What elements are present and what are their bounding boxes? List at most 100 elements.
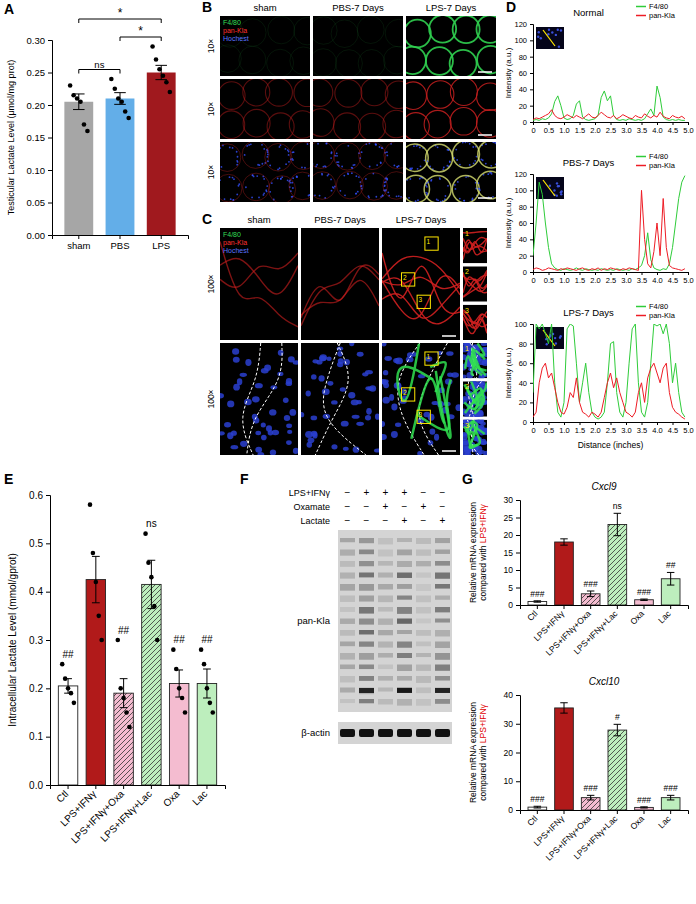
tick-label: 0.5	[544, 426, 554, 435]
data-point	[68, 83, 73, 88]
blot-band	[435, 729, 450, 737]
error-bar	[560, 703, 567, 713]
tick: 0.5	[29, 538, 50, 549]
bar	[661, 798, 680, 810]
blot	[338, 722, 452, 744]
data-point	[210, 710, 215, 715]
condition-sign: −	[421, 515, 427, 526]
data-point	[199, 647, 204, 652]
tick-label: Oxa	[628, 608, 646, 626]
tick-mark	[549, 272, 550, 275]
blot-band	[378, 596, 393, 603]
bar	[169, 684, 188, 786]
tick: 1.5	[575, 272, 585, 285]
tick-label: 10	[504, 776, 514, 786]
tick: LPS+IFNγ+Oxa	[544, 810, 593, 863]
bar-chart: 010203040CtlLPS+IFNγLPS+IFNγ+OxaLPS+IFNγ…	[468, 676, 689, 863]
tick-mark	[580, 422, 581, 425]
blot-band	[340, 596, 355, 602]
micrograph	[220, 343, 298, 455]
inset-box	[417, 295, 430, 308]
y-axis-line	[48, 41, 53, 236]
legend-label: F4/80	[649, 302, 668, 311]
tick-mark	[530, 239, 533, 240]
tick-label: 2.5	[606, 426, 616, 435]
significance-label: ##	[62, 649, 74, 660]
tick-label: 2.5	[606, 126, 616, 135]
tick: 1.0	[559, 272, 569, 285]
blot-band	[397, 619, 412, 624]
scale-bar	[478, 71, 492, 73]
data-point	[126, 116, 131, 121]
blot-band	[435, 676, 450, 681]
plot-area	[528, 703, 680, 810]
blot-band	[416, 550, 431, 556]
y-axis: 020406080100120	[514, 20, 533, 127]
blot-band	[416, 653, 431, 657]
significance-label: ###	[584, 783, 598, 793]
tick-label: 0	[508, 805, 513, 815]
bar	[635, 600, 654, 605]
tick-label: PBS	[110, 240, 129, 251]
tick-label: 20	[504, 748, 514, 758]
tick-label: 2.5	[606, 276, 616, 285]
data-point	[202, 662, 207, 667]
blot-band	[359, 642, 374, 647]
tick: sham	[67, 235, 90, 251]
tick-label: LPS+IFNγ+Oxa	[544, 813, 593, 862]
error-bar	[640, 807, 647, 808]
tick-mark	[537, 810, 538, 814]
legend-swatch	[636, 306, 646, 308]
scale-bar	[442, 335, 456, 337]
blot-band	[340, 699, 355, 703]
tick-mark	[120, 235, 121, 239]
tick: Ctl	[525, 810, 539, 828]
tick: 0.6	[29, 490, 50, 501]
blot-band	[340, 573, 355, 579]
tick-label: 1.0	[559, 126, 569, 135]
tick-mark	[530, 383, 533, 384]
blot-band	[359, 596, 374, 602]
blot-band	[435, 688, 450, 693]
tick-mark	[590, 810, 591, 814]
tick: 10	[504, 565, 520, 575]
line-chart: 00.51.01.52.02.53.03.54.04.55.0020406080…	[504, 302, 694, 450]
tick-mark	[688, 422, 689, 425]
tick: 2.5	[606, 272, 616, 285]
row-label: 10×	[206, 165, 216, 179]
tick-label: 2.0	[590, 126, 600, 135]
bar-chart: 051015202530CtlLPS+IFNγLPS+IFNγ+OxaLPS+I…	[468, 481, 689, 658]
tick: 30	[504, 495, 520, 505]
tick-label: 100	[514, 186, 527, 195]
column-head: sham	[247, 214, 270, 225]
scale-bar	[478, 197, 492, 199]
x-axis: shamPBSLPS	[53, 235, 189, 251]
tick-mark	[46, 785, 50, 786]
panel-letter: F	[240, 471, 249, 487]
condition-sign: −	[440, 487, 446, 498]
tick-label: 60	[519, 69, 527, 78]
blot-band	[378, 550, 393, 557]
error-bar	[614, 724, 621, 736]
tick-mark	[530, 106, 533, 107]
line	[533, 363, 685, 419]
row-label: 10×	[206, 39, 216, 53]
condition-sign: +	[402, 487, 408, 498]
y-axis: 051015202530	[504, 495, 521, 610]
tick: 1.0	[559, 422, 569, 435]
data-point	[116, 96, 121, 101]
blot-band	[378, 699, 393, 704]
blot-band	[416, 688, 431, 694]
tick-mark	[46, 640, 50, 641]
panel-letter: D	[506, 0, 516, 15]
tick-label: 4.5	[668, 276, 678, 285]
tick-label: 40	[519, 379, 527, 388]
tick-mark	[657, 122, 658, 125]
tick-label: Ctl	[525, 608, 539, 622]
tick-mark	[46, 592, 50, 593]
tick-mark	[46, 737, 50, 738]
blot-band	[397, 653, 412, 658]
tick: 0.5	[544, 122, 554, 135]
tick-label: 80	[519, 203, 527, 212]
tick-label: 0.3	[29, 635, 43, 646]
